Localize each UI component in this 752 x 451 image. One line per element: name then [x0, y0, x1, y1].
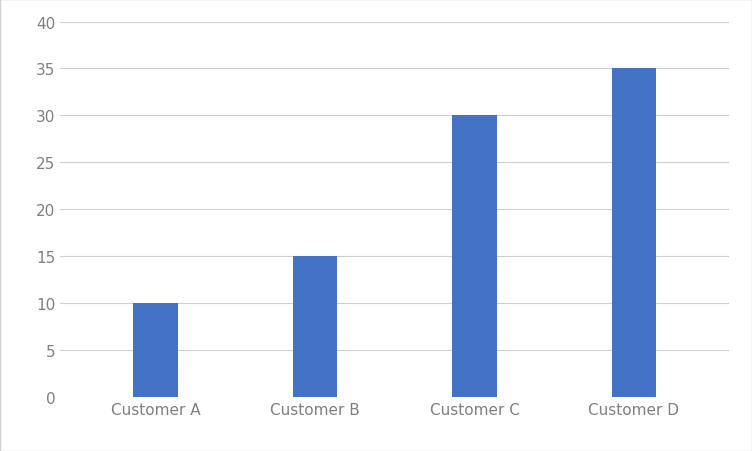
Bar	[293, 257, 338, 397]
Bar	[452, 116, 497, 397]
Bar	[133, 303, 178, 397]
Bar	[611, 69, 656, 397]
